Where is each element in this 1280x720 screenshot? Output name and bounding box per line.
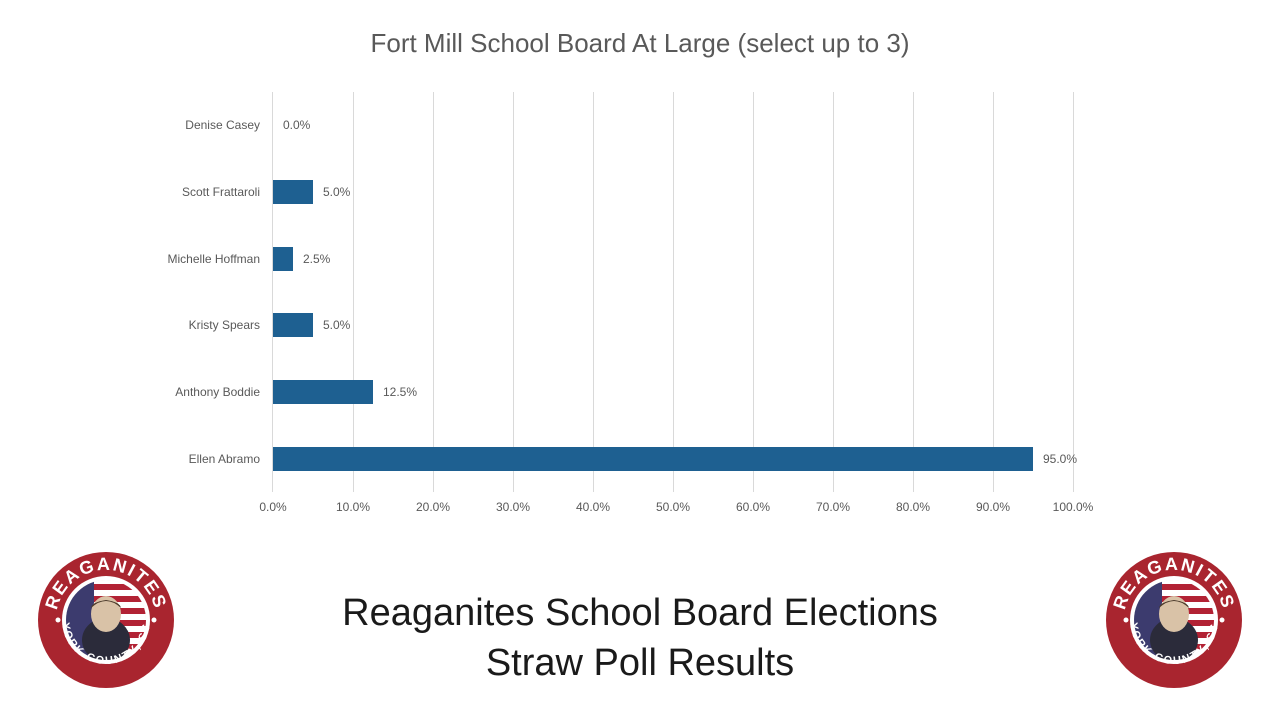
y-axis-label: Michelle Hoffman [168, 252, 260, 266]
logo-left: REAGANITES YORK COUNTY, SC [36, 550, 176, 690]
gridline [593, 92, 594, 492]
x-tick-label: 40.0% [576, 500, 610, 514]
gridline [673, 92, 674, 492]
x-tick-label: 70.0% [816, 500, 850, 514]
y-axis-label: Kristy Spears [189, 318, 260, 332]
gridline [433, 92, 434, 492]
footer-line-2: Straw Poll Results [0, 640, 1280, 688]
x-tick-label: 10.0% [336, 500, 370, 514]
x-tick-label: 30.0% [496, 500, 530, 514]
chart-title: Fort Mill School Board At Large (select … [0, 28, 1280, 59]
value-label: 5.0% [323, 185, 350, 199]
x-tick-label: 0.0% [259, 500, 286, 514]
bar [273, 313, 313, 337]
footer-line-1: Reaganites School Board Elections [0, 590, 1280, 638]
gridline [833, 92, 834, 492]
bar [273, 447, 1033, 471]
value-label: 95.0% [1043, 452, 1077, 466]
bar-chart: 0.0%10.0%20.0%30.0%40.0%50.0%60.0%70.0%8… [272, 92, 1072, 510]
y-axis-label: Scott Frattaroli [182, 185, 260, 199]
x-tick-label: 50.0% [656, 500, 690, 514]
y-axis-label: Denise Casey [185, 118, 260, 132]
value-label: 5.0% [323, 318, 350, 332]
value-label: 0.0% [283, 118, 310, 132]
bar [273, 247, 293, 271]
bar [273, 380, 373, 404]
gridline [913, 92, 914, 492]
y-axis-label: Anthony Boddie [175, 385, 260, 399]
x-tick-label: 90.0% [976, 500, 1010, 514]
y-axis-label: Ellen Abramo [189, 452, 260, 466]
gridline [1073, 92, 1074, 492]
logo-right: REAGANITES YORK COUNTY, SC [1104, 550, 1244, 690]
gridline [753, 92, 754, 492]
gridline [513, 92, 514, 492]
x-tick-label: 80.0% [896, 500, 930, 514]
x-tick-label: 20.0% [416, 500, 450, 514]
bar [273, 180, 313, 204]
gridline [993, 92, 994, 492]
x-tick-label: 100.0% [1053, 500, 1094, 514]
plot-area: 0.0%10.0%20.0%30.0%40.0%50.0%60.0%70.0%8… [272, 92, 1072, 492]
value-label: 2.5% [303, 252, 330, 266]
x-tick-label: 60.0% [736, 500, 770, 514]
value-label: 12.5% [383, 385, 417, 399]
gridline [353, 92, 354, 492]
